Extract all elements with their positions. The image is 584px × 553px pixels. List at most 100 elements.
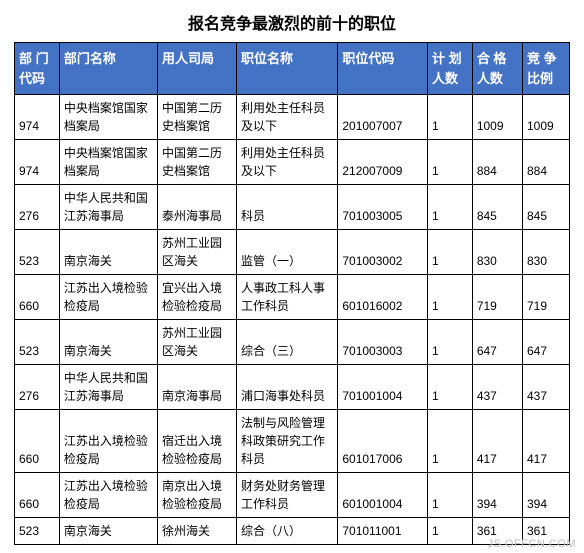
header-ratio: 竞 争比例 — [522, 43, 569, 95]
cell-qualified: 884 — [472, 140, 522, 185]
cell-dept_code: 523 — [15, 230, 60, 275]
cell-dept_name: 江苏出入境检验检疫局 — [59, 410, 157, 473]
cell-ratio: 884 — [522, 140, 569, 185]
cell-qualified: 417 — [472, 410, 522, 473]
header-plan: 计 划人数 — [428, 43, 473, 95]
cell-position_code: 601017006 — [338, 410, 428, 473]
cell-plan: 1 — [428, 230, 473, 275]
table-row: 276中华人民共和国江苏海事局南京海事局浦口海事处科员7010010041437… — [15, 365, 570, 410]
cell-qualified: 845 — [472, 185, 522, 230]
cell-dept_name: 中央档案馆国家档案局 — [59, 140, 157, 185]
table-row: 660江苏出入境检验检疫局宜兴出入境检验检疫局人事政工科人事工作科员601016… — [15, 275, 570, 320]
cell-bureau: 苏州工业园区海关 — [158, 230, 237, 275]
cell-position: 人事政工科人事工作科员 — [236, 275, 337, 320]
table-row: 974中央档案馆国家档案局中国第二历史档案馆利用处主任科员及以下21200700… — [15, 140, 570, 185]
cell-bureau: 中国第二历史档案馆 — [158, 95, 237, 140]
cell-dept_code: 660 — [15, 473, 60, 518]
cell-plan: 1 — [428, 320, 473, 365]
cell-position: 监管（一） — [236, 230, 337, 275]
cell-plan: 1 — [428, 275, 473, 320]
cell-bureau: 宜兴出入境检验检疫局 — [158, 275, 237, 320]
cell-position_code: 701011001 — [338, 518, 428, 545]
cell-plan: 1 — [428, 365, 473, 410]
cell-dept_name: 南京海关 — [59, 230, 157, 275]
cell-dept_code: 523 — [15, 518, 60, 545]
cell-bureau: 南京海事局 — [158, 365, 237, 410]
table-row: 660江苏出入境检验检疫局宿迁出入境检验检疫局法制与风险管理科政策研究工作科员6… — [15, 410, 570, 473]
cell-position: 浦口海事处科员 — [236, 365, 337, 410]
cell-dept_name: 中央档案馆国家档案局 — [59, 95, 157, 140]
cell-ratio: 845 — [522, 185, 569, 230]
watermark: JS.OFFCN.COM — [488, 538, 577, 550]
table-row: 276中华人民共和国江苏海事局泰州海事局科员7010030051845845 — [15, 185, 570, 230]
cell-bureau: 南京出入境检验检疫局 — [158, 473, 237, 518]
cell-dept_name: 中华人民共和国江苏海事局 — [59, 365, 157, 410]
table-row: 523南京海关徐州海关综合（八）7010110011361361 — [15, 518, 570, 545]
table-row: 523南京海关苏州工业园区海关监管（一）7010030021830830 — [15, 230, 570, 275]
cell-qualified: 647 — [472, 320, 522, 365]
table-row: 660江苏出入境检验检疫局南京出入境检验检疫局财务处财务管理工作科员601001… — [15, 473, 570, 518]
cell-qualified: 394 — [472, 473, 522, 518]
cell-ratio: 417 — [522, 410, 569, 473]
cell-qualified: 1009 — [472, 95, 522, 140]
cell-dept_code: 974 — [15, 140, 60, 185]
cell-dept_code: 276 — [15, 365, 60, 410]
table-row: 974中央档案馆国家档案局中国第二历史档案馆利用处主任科员及以下20100700… — [15, 95, 570, 140]
cell-ratio: 1009 — [522, 95, 569, 140]
cell-dept_name: 南京海关 — [59, 320, 157, 365]
cell-bureau: 中国第二历史档案馆 — [158, 140, 237, 185]
cell-position_code: 701003002 — [338, 230, 428, 275]
cell-position_code: 701001004 — [338, 365, 428, 410]
cell-plan: 1 — [428, 518, 473, 545]
header-dept-code: 部 门代码 — [15, 43, 60, 95]
cell-position_code: 212007009 — [338, 140, 428, 185]
cell-ratio: 437 — [522, 365, 569, 410]
cell-position_code: 201007007 — [338, 95, 428, 140]
cell-position: 财务处财务管理工作科员 — [236, 473, 337, 518]
table-body: 974中央档案馆国家档案局中国第二历史档案馆利用处主任科员及以下20100700… — [15, 95, 570, 545]
cell-dept_name: 江苏出入境检验检疫局 — [59, 473, 157, 518]
cell-ratio: 719 — [522, 275, 569, 320]
header-bureau: 用人司局 — [158, 43, 237, 95]
cell-plan: 1 — [428, 95, 473, 140]
cell-plan: 1 — [428, 410, 473, 473]
cell-dept_name: 南京海关 — [59, 518, 157, 545]
cell-ratio: 394 — [522, 473, 569, 518]
cell-position: 科员 — [236, 185, 337, 230]
cell-position_code: 601016002 — [338, 275, 428, 320]
cell-dept_code: 523 — [15, 320, 60, 365]
cell-dept_code: 974 — [15, 95, 60, 140]
cell-bureau: 泰州海事局 — [158, 185, 237, 230]
cell-position_code: 701003003 — [338, 320, 428, 365]
header-position: 职位名称 — [236, 43, 337, 95]
cell-position: 利用处主任科员及以下 — [236, 95, 337, 140]
cell-plan: 1 — [428, 185, 473, 230]
cell-dept_code: 276 — [15, 185, 60, 230]
cell-bureau: 宿迁出入境检验检疫局 — [158, 410, 237, 473]
cell-plan: 1 — [428, 140, 473, 185]
cell-ratio: 830 — [522, 230, 569, 275]
cell-dept_code: 660 — [15, 275, 60, 320]
cell-qualified: 719 — [472, 275, 522, 320]
header-dept-name: 部门名称 — [59, 43, 157, 95]
cell-plan: 1 — [428, 473, 473, 518]
header-qualified: 合 格人数 — [472, 43, 522, 95]
cell-position: 利用处主任科员及以下 — [236, 140, 337, 185]
cell-position_code: 701003005 — [338, 185, 428, 230]
cell-dept_name: 中华人民共和国江苏海事局 — [59, 185, 157, 230]
cell-qualified: 437 — [472, 365, 522, 410]
table-container: 部 门代码 部门名称 用人司局 职位名称 职位代码 计 划人数 合 格人数 竞 … — [0, 42, 584, 545]
table-row: 523南京海关苏州工业园区海关综合（三）7010030031647647 — [15, 320, 570, 365]
cell-qualified: 830 — [472, 230, 522, 275]
cell-position: 综合（三） — [236, 320, 337, 365]
cell-bureau: 徐州海关 — [158, 518, 237, 545]
cell-bureau: 苏州工业园区海关 — [158, 320, 237, 365]
table-header-row: 部 门代码 部门名称 用人司局 职位名称 职位代码 计 划人数 合 格人数 竞 … — [15, 43, 570, 95]
cell-position_code: 601001004 — [338, 473, 428, 518]
cell-position: 综合（八） — [236, 518, 337, 545]
ranking-table: 部 门代码 部门名称 用人司局 职位名称 职位代码 计 划人数 合 格人数 竞 … — [14, 42, 570, 545]
cell-ratio: 647 — [522, 320, 569, 365]
cell-position: 法制与风险管理科政策研究工作科员 — [236, 410, 337, 473]
page-title: 报名竞争最激烈的前十的职位 — [0, 0, 584, 42]
header-position-code: 职位代码 — [338, 43, 428, 95]
